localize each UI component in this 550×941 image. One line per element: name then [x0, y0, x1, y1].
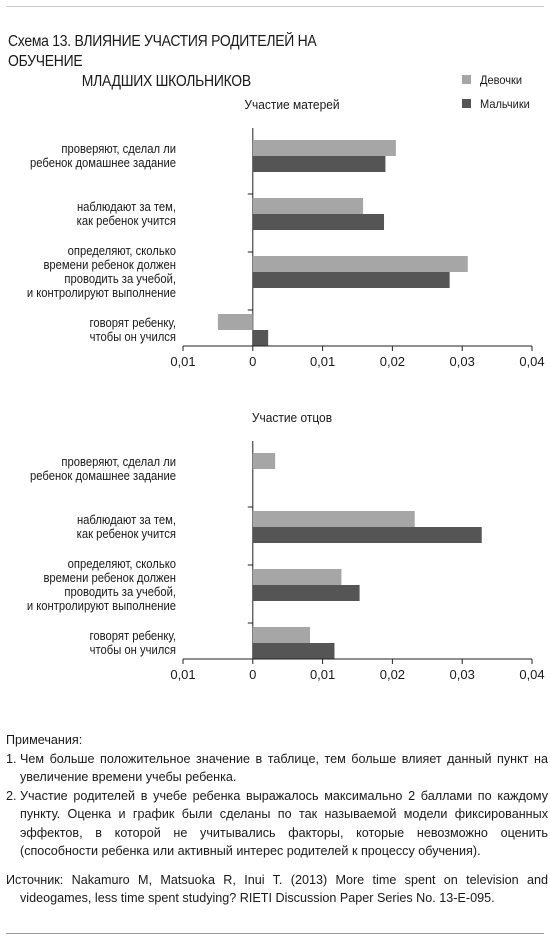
bar-girls-3 — [252, 569, 342, 585]
figure-title-line-2: МЛАДШИХ ШКОЛЬНИКОВ — [81, 73, 251, 90]
source-citation: Источник: Nakamuro M, Matsuoka R, Inui T… — [6, 872, 548, 906]
category-label: наблюдают за тем, — [77, 199, 176, 214]
category-label: наблюдают за тем, — [77, 512, 176, 527]
category-label: проверяют, сделал ли — [61, 454, 176, 469]
note-number-1: 1. — [6, 751, 17, 766]
category-label: ребенок домашнее задание — [30, 155, 176, 170]
x-tick-label: 0 — [249, 667, 256, 682]
figure-number: Схема 13. — [8, 33, 71, 50]
category-label: проводить за учебой, — [64, 271, 176, 286]
note-item-1: 1. Чем больше положительное значение в т… — [6, 750, 548, 787]
bar-girls-2 — [252, 511, 415, 527]
note-text-2: Участие родителей в учебе ребенка выража… — [20, 788, 548, 859]
legend-swatch-girls — [462, 75, 471, 84]
category-label: и контролируют выполнение — [27, 285, 177, 300]
category-label: чтобы он учился — [90, 329, 176, 344]
category-label: и контролируют выполнение — [27, 598, 177, 613]
category-label: определяют, сколько — [68, 243, 177, 258]
figure-title: Схема 13. ВЛИЯНИЕ УЧАСТИЯ РОДИТЕЛЕЙ НА О… — [8, 32, 386, 92]
x-tick-label: 0,04 — [519, 667, 544, 682]
chart-mothers: Участие матерей проверяют, сделал лиребен… — [27, 98, 545, 369]
category-label: как ребенок учится — [77, 213, 176, 228]
legend-swatch-boys — [462, 99, 471, 108]
x-tick-label: 0,03 — [450, 667, 475, 682]
x-tick-label: 0,01 — [310, 354, 335, 369]
bar-girls-1 — [252, 453, 276, 469]
legend-label-girls: Девочки — [480, 73, 523, 87]
notes: Примечания: 1. Чем больше положительное … — [6, 731, 548, 908]
category-label: времени ребенок должен — [43, 257, 176, 272]
chart-fathers: Участие отцов проверяют, сделал лиребенок… — [27, 411, 545, 682]
note-item-2: 2. Участие родителей в учебе ребенка выр… — [6, 787, 548, 861]
x-tick-label: 0 — [249, 354, 256, 369]
bar-boys-4 — [252, 643, 335, 659]
bar-boys-2 — [252, 527, 482, 543]
bar-boys-2 — [252, 214, 385, 230]
x-tick-label: 0,02 — [380, 354, 405, 369]
category-label: проверяют, сделал ли — [61, 141, 176, 156]
x-tick-label: 0,04 — [519, 354, 544, 369]
notes-heading: Примечания: — [6, 733, 83, 747]
chart-title: Участие отцов — [252, 411, 332, 426]
bar-girls-1 — [252, 140, 396, 156]
category-label: ребенок домашнее задание — [30, 468, 176, 483]
note-text-1: Чем больше положительное значение в табл… — [20, 751, 548, 785]
bar-boys-3 — [252, 272, 450, 288]
category-label: определяют, сколько — [68, 556, 177, 571]
bottom-rule — [6, 933, 544, 934]
legend-label-boys: Мальчики — [480, 97, 530, 111]
bar-boys-4 — [252, 330, 269, 346]
category-label: говорят ребенку, — [90, 315, 176, 330]
bar-boys-3 — [252, 585, 360, 601]
category-label: проводить за учебой, — [64, 584, 176, 599]
figure-title-line-1: ВЛИЯНИЕ УЧАСТИЯ РОДИТЕЛЕЙ НА ОБУЧЕНИЕ — [8, 33, 317, 70]
bar-girls-2 — [252, 198, 364, 214]
category-label: говорят ребенку, — [90, 628, 176, 643]
bar-girls-4 — [252, 627, 311, 643]
category-label: времени ребенок должен — [43, 570, 176, 585]
category-label: как ребенок учится — [77, 526, 176, 541]
x-tick-label: 0,03 — [450, 354, 475, 369]
top-rule — [6, 6, 544, 7]
chart-title: Участие матерей — [244, 98, 339, 113]
bar-boys-1 — [252, 156, 386, 172]
note-number-2: 2. — [6, 788, 17, 803]
bar-girls-4 — [217, 314, 253, 330]
x-tick-label: 0,01 — [170, 667, 195, 682]
category-label: чтобы он учился — [90, 642, 176, 657]
x-tick-label: 0,02 — [380, 667, 405, 682]
x-tick-label: 0,01 — [310, 667, 335, 682]
x-tick-label: 0,01 — [170, 354, 195, 369]
bar-girls-3 — [252, 256, 468, 272]
